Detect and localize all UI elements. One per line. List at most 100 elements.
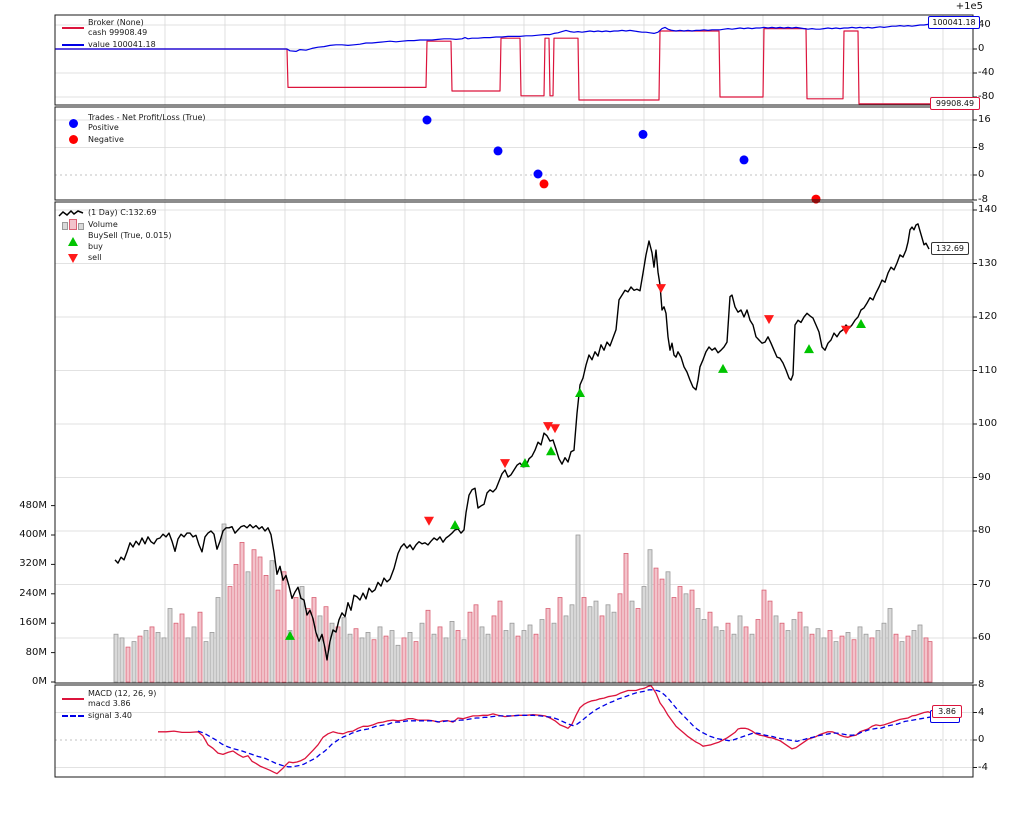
positive-label: Positive <box>88 123 119 133</box>
legend-entry-price: (1 Day) C:132.69 <box>58 208 172 218</box>
macd-line <box>158 685 933 775</box>
volume-bar-up <box>215 597 221 683</box>
legend-entry-volume: Volume <box>58 219 172 231</box>
volume-bar-up <box>647 549 653 683</box>
volume-bar-down <box>707 611 713 683</box>
y-tick-label: 8 <box>978 679 985 690</box>
macd-value-label: macd 3.86 <box>88 699 131 709</box>
volume-bar-up <box>881 622 887 683</box>
trades-panel-frame <box>54 106 974 201</box>
volume-bar-up <box>857 626 863 683</box>
price-label: (1 Day) C:132.69 <box>88 208 157 217</box>
volume-bar-up <box>845 632 851 683</box>
volume-bar-down <box>893 633 899 683</box>
price-panel-frame <box>54 201 974 684</box>
volume-bar-down <box>383 635 389 683</box>
buy-marker <box>718 363 728 373</box>
legend-label: BuySell (True, 0.015) buy <box>88 231 172 252</box>
value-line-icon <box>58 43 88 46</box>
volume-bar-up <box>407 632 413 683</box>
positive-trade-dot <box>638 129 648 139</box>
buy-marker <box>520 458 530 468</box>
y-tick-label: 120 <box>978 311 998 322</box>
volume-bar-down <box>767 600 773 683</box>
volume-bar-down <box>581 597 587 683</box>
trades-legend: Trades - Net Profit/Loss (True) Positive … <box>58 113 206 146</box>
volume-bar-up <box>389 630 395 683</box>
volume-bar-up <box>569 604 575 683</box>
sell-marker <box>764 315 774 325</box>
positive-trade-dot <box>533 169 543 179</box>
volume-bar-down <box>233 564 239 683</box>
buy-marker <box>856 319 866 328</box>
negative-trade-dot <box>539 179 549 189</box>
volume-bar-up <box>611 611 617 683</box>
y-tick-label: -4 <box>978 761 988 773</box>
y-tick-label: 130 <box>978 257 998 269</box>
volume-bar-up <box>605 604 611 683</box>
broker-legend: Broker (None) cash 99908.49 value 100041.… <box>58 18 156 51</box>
volume-bar-down <box>491 615 497 683</box>
buy-marker <box>575 388 585 397</box>
volume-bars-icon <box>58 219 88 231</box>
sell-marker <box>424 516 434 526</box>
volume-bar-up <box>791 619 797 683</box>
broker-panel-frame <box>54 14 974 106</box>
volume-bar-down <box>353 628 359 683</box>
volume-bar-down <box>425 609 431 683</box>
negative-label: Negative <box>88 134 124 144</box>
volume-bar-up <box>665 571 671 683</box>
volume-bar-down <box>869 637 875 683</box>
positive-dot-icon <box>58 118 88 128</box>
volume-bar-up <box>287 630 293 683</box>
macd-line-icon <box>58 698 88 701</box>
y-tick-label: -40 <box>978 67 995 78</box>
volume-bar-down <box>797 611 803 683</box>
cash-current-box: 99908.49 <box>930 97 980 110</box>
volume-bar-down <box>839 635 845 683</box>
positive-trade-dot <box>493 146 503 156</box>
volume-bar-up <box>887 608 893 683</box>
y-tick-label: 90 <box>978 471 991 483</box>
volume-bar-down <box>227 586 233 683</box>
volume-bar-up <box>917 624 923 683</box>
volume-bar-down <box>467 611 473 683</box>
volume-bar-down <box>239 542 245 683</box>
volume-bar-up <box>299 586 305 683</box>
volume-bar-up <box>719 630 725 683</box>
signal-line <box>197 689 934 768</box>
volume-bar-down <box>927 641 933 683</box>
negative-trade-dot <box>811 194 821 204</box>
volume-bar-up <box>503 630 509 683</box>
y-tick-label: 100 <box>978 418 998 429</box>
buy-marker <box>804 344 814 354</box>
volume-bar-up <box>419 622 425 683</box>
volume-bar-down <box>851 639 857 683</box>
volume-bar-down <box>545 608 551 683</box>
volume-bar-down <box>137 635 143 683</box>
volume-bar-down <box>755 619 761 683</box>
buy-marker <box>546 446 556 456</box>
volume-tick-label: 400M <box>19 529 47 540</box>
volume-bar-up <box>587 606 593 683</box>
volume-bar-down <box>455 630 461 683</box>
volume-bar-up <box>347 633 353 683</box>
volume-bar-down <box>923 637 929 683</box>
volume-tick-label: 320M <box>19 558 47 570</box>
volume-bar-down <box>809 633 815 683</box>
volume-bar-up <box>185 637 191 683</box>
signal-line-icon <box>58 714 88 717</box>
macd-legend: MACD (12, 26, 9) macd 3.86 signal 3.40 <box>58 689 156 722</box>
volume-bar-up <box>209 632 215 683</box>
legend-entry-buy: BuySell (True, 0.015) buy <box>58 231 172 252</box>
volume-bar-up <box>521 630 527 683</box>
y-tick-label: 16 <box>978 114 991 125</box>
volume-bar-up <box>731 633 737 683</box>
volume-bar-up <box>815 628 821 683</box>
buysell-title: BuySell (True, 0.015) <box>88 231 172 241</box>
volume-bar-up <box>527 624 533 683</box>
volume-bar-up <box>119 637 125 683</box>
y-tick-label: 0 <box>978 43 985 54</box>
